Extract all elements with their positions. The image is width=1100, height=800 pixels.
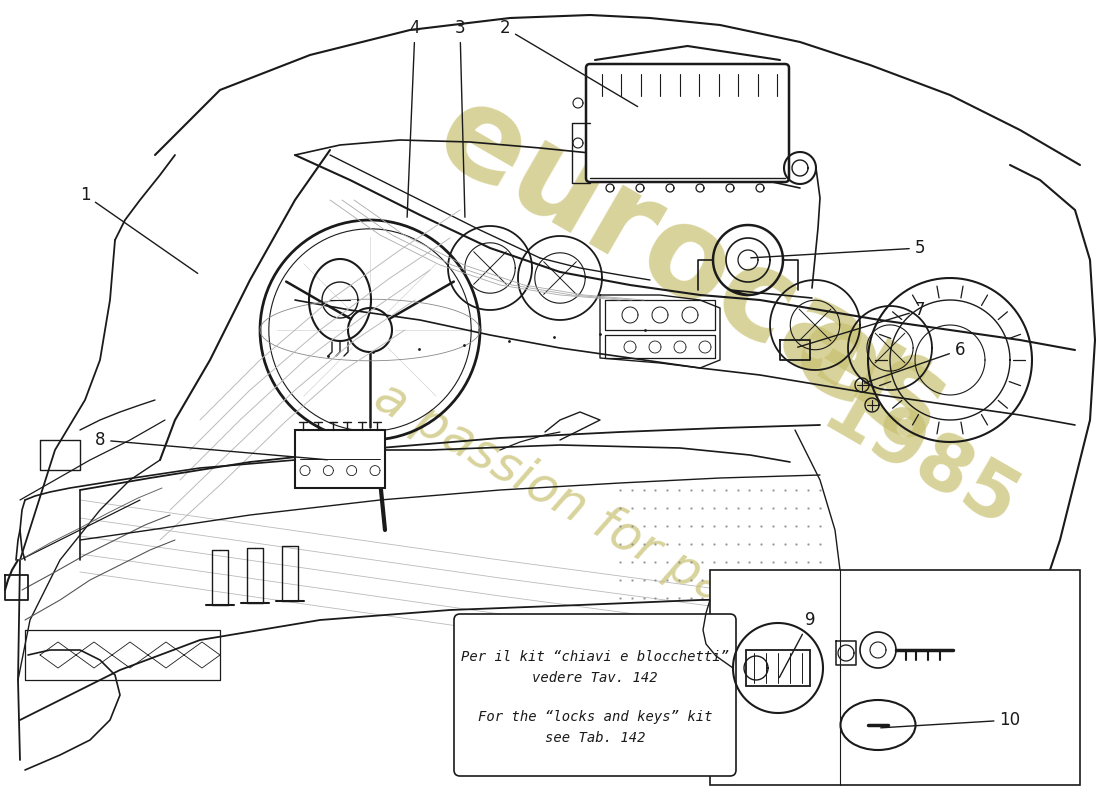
- Text: 4: 4: [407, 19, 420, 218]
- Text: 2: 2: [499, 19, 638, 106]
- Ellipse shape: [840, 700, 915, 750]
- FancyBboxPatch shape: [295, 430, 385, 488]
- FancyBboxPatch shape: [710, 570, 1080, 785]
- Text: eurocar: eurocar: [416, 72, 945, 448]
- Text: es: es: [771, 288, 969, 472]
- Text: 7: 7: [798, 301, 925, 347]
- FancyBboxPatch shape: [586, 64, 789, 182]
- Text: 8: 8: [95, 431, 327, 460]
- Text: 1985: 1985: [810, 375, 1031, 545]
- FancyBboxPatch shape: [454, 614, 736, 776]
- Text: Per il kit “chiavi e blocchetti”
vedere Tav. 142: Per il kit “chiavi e blocchetti” vedere …: [461, 650, 729, 685]
- Text: 6: 6: [865, 341, 966, 383]
- Text: a passion for parts: a passion for parts: [366, 373, 794, 647]
- Text: For the “locks and keys” kit
see Tab. 142: For the “locks and keys” kit see Tab. 14…: [477, 710, 713, 745]
- Text: 3: 3: [454, 19, 465, 218]
- Text: 9: 9: [779, 611, 815, 678]
- Text: 10: 10: [881, 711, 1021, 729]
- Text: 1: 1: [79, 186, 198, 274]
- Text: 5: 5: [751, 239, 925, 258]
- FancyBboxPatch shape: [746, 650, 810, 686]
